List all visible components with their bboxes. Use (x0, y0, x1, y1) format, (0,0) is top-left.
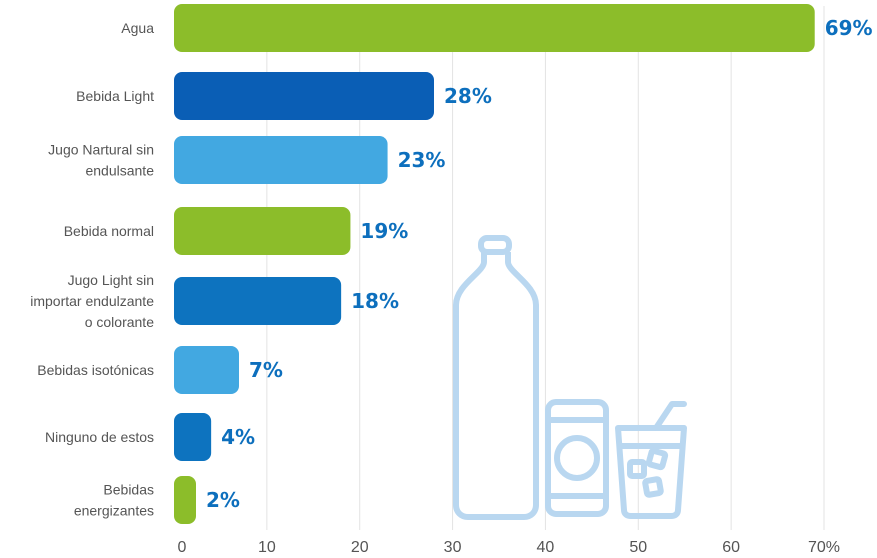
category-label-line: Bebidas (103, 482, 154, 498)
category-label: Bebida Light (76, 88, 154, 104)
x-tick-label: 10 (258, 539, 276, 556)
bar (174, 72, 434, 120)
bar (174, 413, 212, 461)
category-label-line: Jugo Nartural sin (48, 142, 154, 158)
bar (174, 476, 196, 524)
value-label: 28% (444, 84, 492, 108)
x-tick-label: 50 (629, 539, 647, 556)
category-label: Bebidas energizantes (74, 482, 154, 519)
category-labels: Agua Bebida Light Jugo Nartural sin endulsa… (30, 20, 154, 519)
drinks-illustration (453, 235, 687, 520)
bottle-icon (453, 235, 539, 520)
bars (174, 4, 815, 524)
category-label-line: Agua (121, 20, 154, 36)
x-tick-label: 20 (351, 539, 369, 556)
x-tick-label: 60 (722, 539, 740, 556)
category-label-line: energizantes (74, 503, 154, 519)
category-label-line: Bebida Light (76, 88, 154, 104)
category-label-line: Jugo Light sin (68, 272, 154, 288)
value-label: 23% (398, 148, 446, 172)
category-label: Bebida normal (64, 223, 154, 239)
category-label: Agua (121, 20, 154, 36)
x-tick-label: 30 (444, 539, 462, 556)
category-label-line: Bebidas isotónicas (37, 362, 154, 378)
category-label: Jugo Light sin importar endulzante o color… (30, 272, 154, 330)
x-tick-label: 70% (808, 539, 840, 556)
value-label: 2% (206, 488, 240, 512)
category-label: Ninguno de estos (45, 429, 154, 445)
can-icon (545, 399, 609, 517)
value-label: 69% (825, 16, 873, 40)
glass-icon (615, 401, 687, 519)
x-tick-label: 40 (537, 539, 555, 556)
bar (174, 136, 388, 184)
category-label: Bebidas isotónicas (37, 362, 154, 378)
category-label-line: o colorante (85, 314, 154, 330)
category-label-line: Bebida normal (64, 223, 154, 239)
value-label: 4% (221, 425, 255, 449)
value-label: 18% (351, 289, 399, 313)
x-tick-label: 0 (178, 539, 187, 556)
value-label: 19% (360, 219, 408, 243)
bar (174, 277, 342, 325)
bar (174, 4, 815, 52)
bar (174, 207, 351, 255)
category-label: Jugo Nartural sin endulsante (48, 142, 154, 179)
category-label-line: endulsante (85, 163, 154, 179)
category-label-line: importar endulzante (30, 293, 154, 309)
category-label-line: Ninguno de estos (45, 429, 154, 445)
x-axis-tick-labels: 0 10 20 30 40 50 60 70% (178, 539, 840, 556)
bar (174, 346, 239, 394)
value-labels: 69% 28% 23% 19% 18% 7% 4% 2% (206, 16, 873, 512)
value-label: 7% (249, 358, 283, 382)
